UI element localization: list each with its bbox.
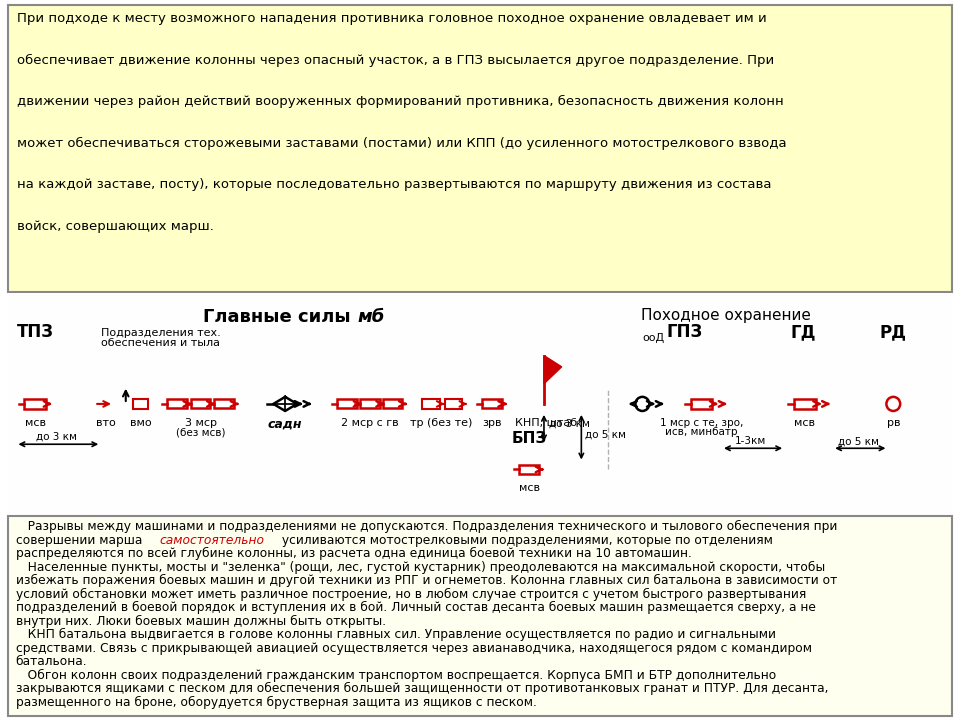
Text: до 5 км: до 5 км — [838, 436, 879, 446]
Text: может обеспечиваться сторожевыми заставами (постами) или КПП (до усиленного мото: может обеспечиваться сторожевыми застава… — [17, 137, 787, 150]
Text: войск, совершающих марш.: войск, совершающих марш. — [17, 220, 214, 233]
Text: Населенные пункты, мосты и "зеленка" (рощи, лес, густой кустарник) преодолеваютс: Населенные пункты, мосты и "зеленка" (ро… — [15, 561, 825, 574]
Bar — [191, 400, 210, 408]
Bar — [337, 400, 357, 408]
Text: 1 мср с те, зро,: 1 мср с те, зро, — [660, 418, 743, 428]
Text: 2 мср с гв: 2 мср с гв — [341, 418, 398, 428]
Text: подразделений в боевой порядок и вступления их в бой. Личный состав десанта боев: подразделений в боевой порядок и вступле… — [15, 601, 815, 614]
Text: зрв: зрв — [482, 418, 501, 428]
Text: мб: мб — [357, 308, 384, 326]
Text: Походное охранение: Походное охранение — [641, 308, 811, 323]
Text: ТПЗ: ТПЗ — [16, 323, 54, 341]
Text: вто: вто — [96, 418, 116, 428]
Text: обеспечения и тыла: обеспечения и тыла — [101, 338, 220, 348]
Text: средствами. Связь с прикрывающей авиацией осуществляется через авианаводчика, на: средствами. Связь с прикрывающей авиацие… — [15, 642, 811, 655]
Text: При подходе к месту возможного нападения противника головное походное охранение : При подходе к месту возможного нападения… — [17, 12, 767, 25]
Bar — [690, 399, 712, 409]
Text: ооД: ооД — [642, 333, 664, 343]
Text: садн: садн — [268, 418, 302, 431]
Text: совершении марша: совершении марша — [15, 534, 146, 546]
Text: внутри них. Люки боевых машин должны быть открыты.: внутри них. Люки боевых машин должны быт… — [15, 615, 386, 628]
Text: до 3 км: до 3 км — [36, 432, 78, 442]
Bar — [519, 465, 540, 474]
Text: батальона.: батальона. — [15, 655, 87, 668]
Polygon shape — [544, 356, 562, 384]
Text: Обгон колонн своих подразделений гражданским транспортом воспрещается. Корпуса Б: Обгон колонн своих подразделений граждан… — [15, 669, 776, 682]
Text: ГПЗ: ГПЗ — [666, 323, 703, 341]
Text: обеспечивает движение колонны через опасный участок, а в ГПЗ высылается другое п: обеспечивает движение колонны через опас… — [17, 54, 775, 67]
Text: движении через район действий вооруженных формирований противника, безопасность : движении через район действий вооруженны… — [17, 95, 784, 109]
Text: вмо: вмо — [130, 418, 152, 428]
Text: распределяются по всей глубине колонны, из расчета одна единица боевой техники н: распределяются по всей глубине колонны, … — [15, 547, 691, 560]
Text: рв: рв — [886, 418, 900, 428]
Text: до 3 км: до 3 км — [549, 419, 589, 429]
Text: КНП батальона выдвигается в голове колонны главных сил. Управление осуществляетс: КНП батальона выдвигается в голове колон… — [15, 629, 776, 642]
Text: (без мсв): (без мсв) — [176, 427, 226, 437]
Text: мсв: мсв — [518, 482, 540, 492]
Text: усиливаются мотострелковыми подразделениями, которые по отделениям: усиливаются мотострелковыми подразделени… — [277, 534, 773, 546]
Text: 3 мср: 3 мср — [184, 418, 217, 428]
Bar — [482, 400, 502, 408]
Text: 1-3км: 1-3км — [735, 436, 766, 446]
Bar — [383, 400, 402, 408]
Text: исв, минбатр: исв, минбатр — [665, 427, 737, 437]
Text: размещенного на броне, оборудуется брустверная защита из ящиков с песком.: размещенного на броне, оборудуется бруст… — [15, 696, 537, 709]
Text: до 5 км: до 5 км — [586, 429, 626, 439]
Bar — [360, 400, 379, 408]
Bar — [214, 400, 234, 408]
Text: Подразделения тех.: Подразделения тех. — [101, 328, 221, 338]
Text: Главные силы: Главные силы — [204, 308, 357, 326]
Text: РД: РД — [879, 323, 907, 341]
Text: тр (без те): тр (без те) — [411, 418, 473, 428]
Bar — [794, 399, 816, 409]
Bar — [444, 399, 463, 409]
Text: КНП, штаб: КНП, штаб — [515, 418, 577, 428]
Text: условий обстановки может иметь различное построение, но в любом случае строится : условий обстановки может иметь различное… — [15, 588, 805, 601]
Text: ГД: ГД — [790, 323, 815, 341]
Text: избежать поражения боевых машин и другой техники из РПГ и огнеметов. Колонна гла: избежать поражения боевых машин и другой… — [15, 575, 837, 588]
Text: самостоятельно: самостоятельно — [159, 534, 264, 546]
Bar — [422, 399, 440, 409]
Text: мсв: мсв — [25, 418, 46, 428]
Text: Разрывы между машинами и подразделениями не допускаются. Подразделения техническ: Разрывы между машинами и подразделениями… — [15, 521, 837, 534]
Bar — [24, 399, 46, 409]
Bar — [132, 399, 149, 409]
Text: на каждой заставе, посту), которые последовательно развертываются по маршруту дв: на каждой заставе, посту), которые после… — [17, 179, 772, 192]
Text: закрываются ящиками с песком для обеспечения большей защищенности от противотанк: закрываются ящиками с песком для обеспеч… — [15, 683, 828, 696]
Text: БПЗ: БПЗ — [512, 431, 547, 446]
Text: мсв: мсв — [794, 418, 815, 428]
Bar — [167, 400, 187, 408]
